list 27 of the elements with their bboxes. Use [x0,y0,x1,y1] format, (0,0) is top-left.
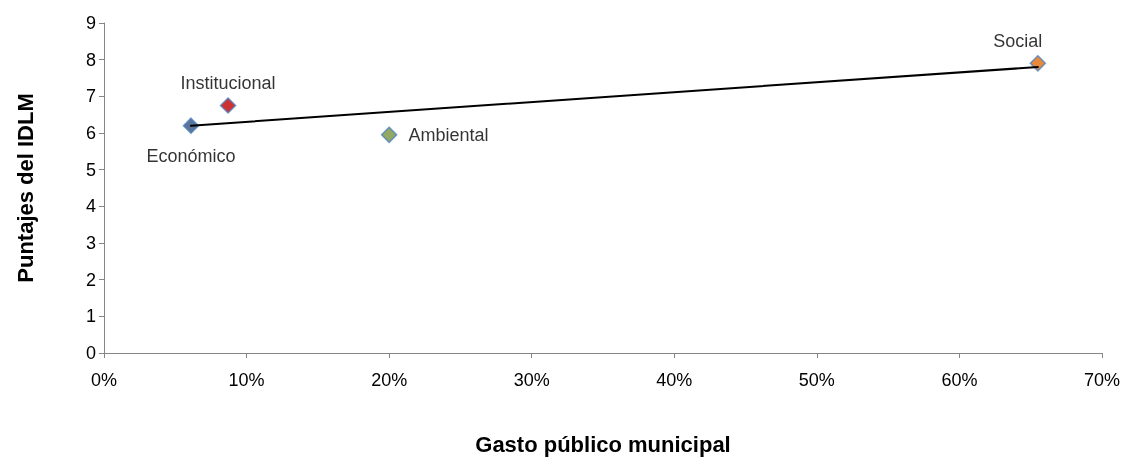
series-label: Social [993,31,1043,52]
series-label: Económico [146,145,236,166]
y-tick-label: 6 [85,123,96,143]
series-label: Institucional [180,73,276,94]
x-tick-label: 50% [798,370,835,390]
x-axis-title: Gasto público municipal [475,431,731,457]
x-tick-label: 70% [1083,370,1121,390]
y-axis-title: Puntajes del IDLM [12,93,38,283]
point [380,126,398,144]
y-tick-label: 4 [85,196,96,217]
point [1029,55,1047,72]
y-tick-label: 0 [85,343,96,363]
y-tick-label: 8 [85,49,96,70]
y-tick-label: 2 [85,269,96,290]
y-tick-label: 5 [85,159,96,180]
x-tick-label: 30% [513,370,550,390]
point [219,97,237,114]
series-label: Ambiental [408,124,489,145]
y-tick-label: 9 [85,13,96,33]
y-tick-label: 1 [85,306,96,327]
y-tick-label: 7 [85,86,96,107]
x-tick-label: 20% [371,370,408,390]
x-tick-label: 60% [941,370,978,390]
x-tick-label: 10% [228,370,265,390]
y-tick-label: 3 [85,233,96,253]
x-tick-label: 0% [90,370,118,390]
x-tick-label: 40% [656,370,693,390]
